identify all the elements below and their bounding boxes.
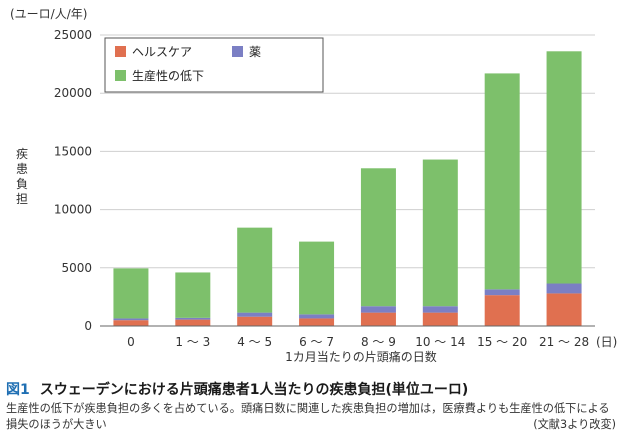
bar-segment xyxy=(175,317,211,320)
y-axis-title: 疾患負担 xyxy=(16,146,28,206)
legend-label: 薬 xyxy=(249,45,261,59)
figure-caption-title: 図1 スウェーデンにおける片頭痛患者1人当たりの疾患負担(単位ユーロ) xyxy=(6,379,631,399)
bar-segment xyxy=(299,314,335,319)
bar-segment xyxy=(546,293,582,326)
bar-segment xyxy=(360,168,396,307)
y-tick-label: 15000 xyxy=(54,144,92,158)
caption-text: 生産性の低下が疾患負担の多くを占めている。頭痛日数に関連した疾患負担の増加は，医… xyxy=(6,402,610,431)
legend-label: ヘルスケア xyxy=(132,45,192,59)
bar-segment xyxy=(237,312,273,317)
caption-source: (文献3より改変) xyxy=(533,418,616,431)
legend-box xyxy=(104,37,324,93)
bar-segment xyxy=(113,318,149,321)
legend-swatch xyxy=(232,46,243,57)
x-axis-title: 1カ月当たりの片頭痛の日数 xyxy=(285,349,437,364)
bar-segment xyxy=(484,289,520,296)
bar-segment xyxy=(175,319,211,326)
bar-segment xyxy=(237,227,273,313)
bar-segment xyxy=(360,306,396,313)
bar-segment xyxy=(484,73,520,290)
bar-segment xyxy=(113,320,149,326)
x-tick-label: 0 xyxy=(127,335,135,349)
x-tick-label: 15 〜 20 xyxy=(477,335,527,349)
bar-segment xyxy=(546,51,582,284)
y-tick-label: 10000 xyxy=(54,203,92,217)
bar-segment xyxy=(422,159,458,307)
y-tick-label: 25000 xyxy=(54,28,92,42)
y-tick-label: 0 xyxy=(84,319,92,333)
x-tick-label: 1 〜 3 xyxy=(175,335,210,349)
bar-segment xyxy=(113,268,149,319)
figure-label: 図1 xyxy=(6,382,30,398)
bar-segment xyxy=(422,306,458,313)
bar-segment xyxy=(422,312,458,326)
bar-segment xyxy=(237,316,273,326)
figure-title: スウェーデンにおける片頭痛患者1人当たりの疾患負担(単位ユーロ) xyxy=(39,382,469,398)
bars xyxy=(113,51,582,326)
x-axis-unit: (日) xyxy=(596,335,617,349)
bar-segment xyxy=(360,312,396,326)
x-tick-label: 6 〜 7 xyxy=(299,335,334,349)
y-tick-label: 20000 xyxy=(54,86,92,100)
bar-segment xyxy=(299,318,335,326)
legend-swatch xyxy=(115,46,126,57)
y-tick-label: 5000 xyxy=(61,261,92,275)
x-tick-label: 10 〜 14 xyxy=(415,335,465,349)
bar-segment xyxy=(546,283,582,294)
y-axis-ticks: 0 5000 10000 15000 20000 25000 xyxy=(54,28,92,333)
x-axis-ticks: 0 1 〜 3 4 〜 5 6 〜 7 8 〜 9 10 〜 14 15 〜 20 21 〜 … xyxy=(127,335,589,349)
bar-segment xyxy=(484,295,520,326)
x-tick-label: 4 〜 5 xyxy=(237,335,272,349)
legend-label: 生産性の低下 xyxy=(132,68,204,83)
figure-caption-body: 生産性の低下が疾患負担の多くを占めている。頭痛日数に関連した疾患負担の増加は，医… xyxy=(6,401,616,433)
chart: (ユーロ/人/年) 0 5000 10000 15000 20000 25000 0 1 〜… xyxy=(10,7,617,364)
bar-segment xyxy=(175,272,211,318)
x-tick-label: 21 〜 28 xyxy=(539,335,589,349)
bar-segment xyxy=(299,241,335,315)
legend-swatch xyxy=(115,70,126,81)
y-unit-label: (ユーロ/人/年) xyxy=(10,7,87,21)
x-tick-label: 8 〜 9 xyxy=(361,335,396,349)
